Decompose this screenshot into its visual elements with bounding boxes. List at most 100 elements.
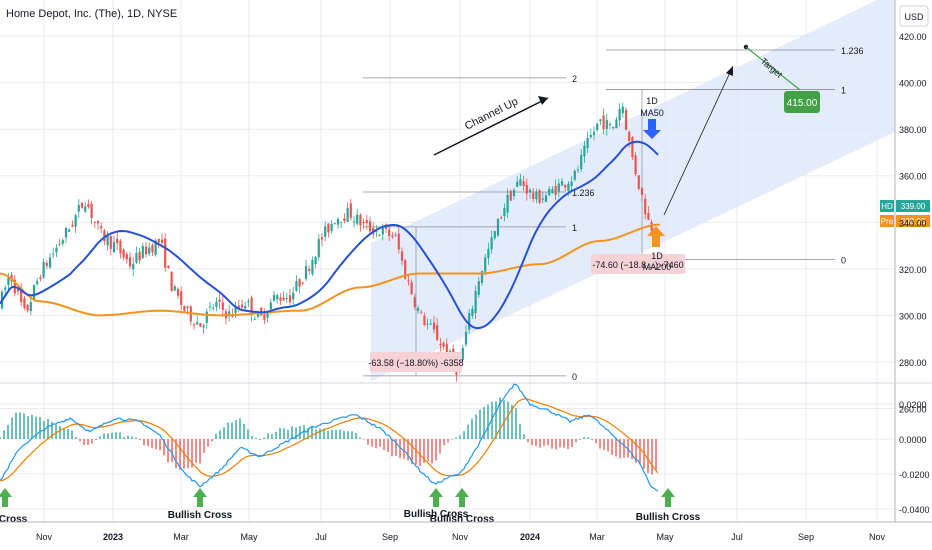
macd-histogram-bar — [103, 433, 105, 439]
candle-body — [132, 263, 135, 270]
candle-body — [634, 155, 637, 175]
macd-histogram-bar — [347, 431, 349, 439]
macd-histogram-bar — [35, 416, 37, 439]
bullish-cross-label: Bullish Cross — [0, 514, 28, 525]
macd-histogram-bar — [323, 428, 325, 439]
candle-body — [592, 131, 596, 136]
macd-histogram-bar — [587, 437, 589, 439]
macd-panel: Bullish Cross Bullish Cross Bullish Cross B… — [0, 383, 701, 525]
macd-histogram-bar — [159, 439, 161, 451]
candle-body — [324, 226, 327, 237]
macd-histogram-bar — [87, 439, 89, 445]
candle-body — [215, 301, 218, 307]
candle-body — [564, 184, 567, 188]
macd-histogram-bar — [543, 439, 545, 446]
macd-histogram-bar — [171, 439, 173, 463]
candle-body — [100, 226, 103, 229]
macd-histogram-bar — [139, 439, 141, 440]
price-tick-label: 300.00 — [899, 311, 927, 321]
target-line — [745, 46, 801, 91]
candle-body — [429, 323, 432, 325]
candle-body — [205, 311, 208, 323]
candle-body — [336, 218, 340, 225]
time-tick-label: Sep — [798, 532, 814, 542]
candle-body — [202, 325, 205, 328]
candle-body — [512, 189, 516, 197]
macd-histogram-bar — [607, 439, 609, 452]
candle-body — [106, 236, 109, 246]
down-arrow-icon — [643, 119, 661, 139]
candles — [0, 102, 656, 382]
candle-body — [183, 305, 186, 311]
candle-body — [208, 306, 212, 308]
candle-body — [218, 299, 221, 302]
candle-body — [480, 270, 484, 283]
target-value: 415.00 — [787, 98, 818, 109]
candle-body — [468, 312, 471, 330]
candle-body — [29, 302, 32, 312]
macd-histogram-bar — [335, 429, 337, 439]
macd-tick-label: -0.0400 — [899, 505, 930, 515]
candle-body — [180, 291, 183, 305]
macd-histogram-bar — [179, 439, 181, 470]
candle-body — [516, 181, 519, 187]
candle-body — [410, 282, 413, 295]
bullish-cross-arrow-icon — [455, 488, 469, 507]
candle-body — [119, 240, 122, 254]
candle-body — [397, 233, 400, 250]
macd-histogram-bar — [99, 436, 101, 439]
candle-body — [327, 223, 330, 233]
candle-body — [576, 169, 580, 171]
macd-histogram-bar — [147, 439, 149, 447]
candle-body — [432, 322, 436, 330]
candle-body — [580, 154, 583, 170]
macd-histogram-bar — [331, 429, 333, 439]
candle-body — [320, 237, 324, 240]
candle-body — [356, 214, 359, 224]
candle-body — [77, 205, 80, 212]
macd-histogram-bar — [3, 430, 5, 439]
macd-histogram-bar — [619, 439, 621, 459]
candle-body — [298, 279, 301, 287]
bullish-cross-label: Bullish Cross — [168, 510, 233, 521]
bullish-cross-label: Bullish Cross — [404, 509, 469, 520]
macd-histogram-bar — [243, 423, 245, 439]
candle-body — [333, 223, 336, 225]
candle-body — [500, 217, 503, 219]
ma50-label: MA50 — [640, 108, 664, 118]
candle-body — [128, 257, 132, 267]
macd-histogram-bar — [411, 439, 413, 465]
macd-histogram-bar — [611, 439, 613, 455]
candle-body — [285, 298, 288, 300]
macd-histogram-bar — [419, 439, 421, 466]
candle-body — [20, 287, 23, 303]
macd-histogram-bar — [523, 434, 525, 439]
time-tick-label: Nov — [452, 532, 469, 542]
macd-histogram-bar — [167, 439, 169, 463]
macd-histogram-bar — [303, 425, 305, 439]
candle-body — [276, 295, 279, 300]
candle-body — [148, 247, 151, 254]
macd-histogram-bar — [383, 439, 385, 450]
macd-histogram-bar — [515, 408, 517, 439]
macd-histogram-bar — [223, 427, 225, 439]
candle-body — [272, 295, 276, 301]
macd-histogram-bar — [391, 439, 393, 457]
macd-histogram-bar — [299, 425, 301, 439]
candle-body — [548, 188, 551, 195]
candle-body — [301, 282, 304, 284]
bullish-cross-label: Bullish Cross — [636, 512, 701, 523]
channel-up-band — [371, 0, 895, 381]
fib-levels: 1.236 1 2 1.236 1 0 0 — [363, 46, 864, 382]
last-price-box — [896, 200, 930, 212]
macd-histogram-bar — [135, 437, 137, 439]
projection-arrow-line — [663, 65, 734, 216]
candle-body — [135, 252, 138, 263]
macd-histogram-bar — [595, 439, 597, 444]
macd-histogram-bar — [127, 435, 129, 439]
candle-body — [55, 247, 58, 253]
last-price-value: 339.00 — [901, 202, 926, 211]
macd-histogram-bar — [403, 439, 405, 459]
candle-body — [365, 220, 368, 224]
